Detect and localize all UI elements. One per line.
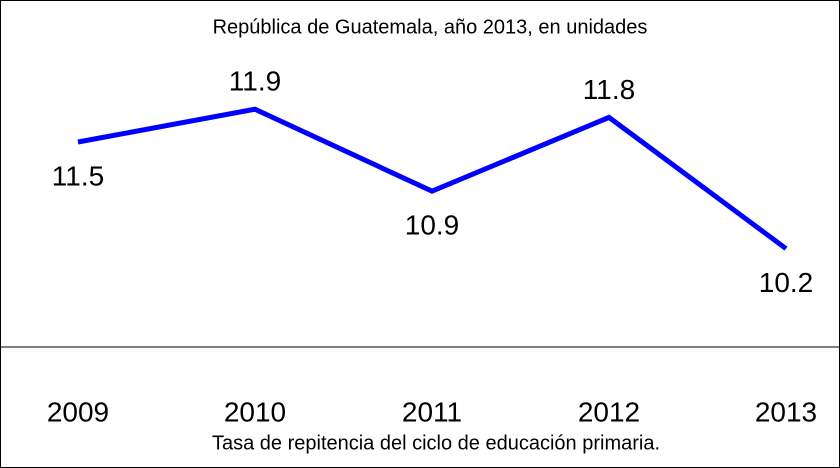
x-tick-label: 2010 [224, 396, 286, 427]
x-tick-label: 2009 [47, 396, 109, 427]
x-tick-label: 2011 [402, 396, 462, 427]
x-tick-label: 2012 [578, 396, 640, 427]
data-label: 11.5 [52, 160, 104, 191]
data-label: 11.8 [583, 74, 635, 105]
data-label: 10.9 [405, 210, 460, 241]
line [77, 106, 788, 251]
x-axis-label: Tasa de repitencia del ciclo de educació… [212, 432, 660, 454]
chart-title: República de Guatemala, año 2013, en uni… [213, 16, 648, 38]
data-label: 11.9 [229, 66, 281, 97]
data-label: 10.2 [759, 267, 814, 298]
x-tick-label: 2013 [755, 396, 817, 427]
